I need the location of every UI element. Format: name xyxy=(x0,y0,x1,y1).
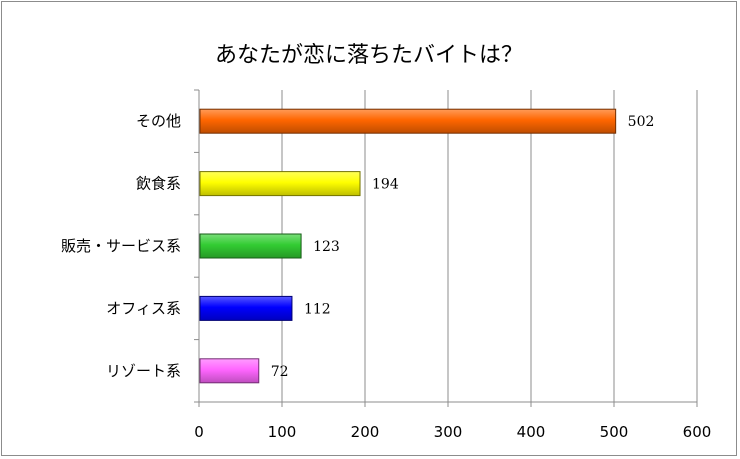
x-tick-label: 300 xyxy=(434,423,463,441)
x-tick-label: 600 xyxy=(683,423,712,441)
x-tick-label: 500 xyxy=(600,423,629,441)
data-label: 112 xyxy=(304,301,331,317)
bar-1 xyxy=(199,171,361,197)
category-label: オフィス系 xyxy=(106,299,181,317)
data-label: 194 xyxy=(372,177,399,193)
labels: その他 502 飲食系 194 販売・サービス系 123 オフィス系 112 リゾート系 72 xyxy=(61,112,654,380)
bar-0 xyxy=(199,108,617,134)
bar-3 xyxy=(199,295,293,321)
axes: 0 100 200 300 400 500 600 xyxy=(194,89,712,441)
category-label: 販売・サービス系 xyxy=(61,237,181,255)
data-label: 72 xyxy=(271,364,289,380)
x-tick-label: 0 xyxy=(194,423,204,441)
bars xyxy=(199,108,617,384)
x-tick-label: 400 xyxy=(517,423,546,441)
category-label: リゾート系 xyxy=(106,362,181,380)
category-label: その他 xyxy=(136,112,181,130)
bar-4 xyxy=(199,358,260,384)
chart-title: あなたが恋に落ちたバイトは？ xyxy=(215,43,523,68)
grid-lines xyxy=(198,90,698,402)
x-tick-label: 200 xyxy=(351,423,380,441)
bar-2 xyxy=(199,233,302,259)
data-label: 502 xyxy=(628,114,655,130)
data-label: 123 xyxy=(313,239,340,255)
category-label: 飲食系 xyxy=(136,175,181,193)
x-tick-label: 100 xyxy=(268,423,297,441)
